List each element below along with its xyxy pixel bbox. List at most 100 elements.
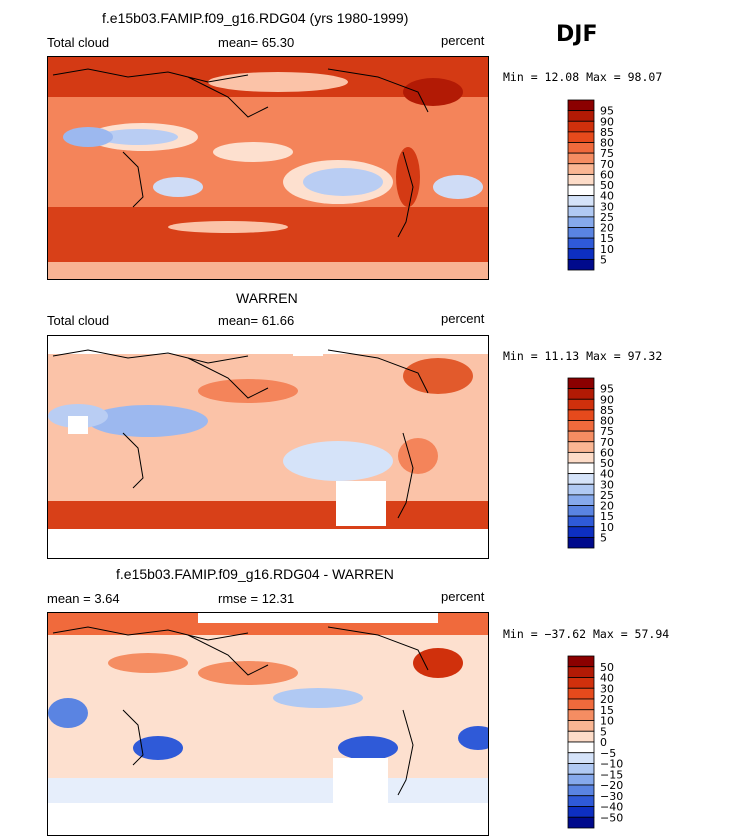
colorbar-swatch: [567, 184, 595, 197]
colorbar-swatch: [567, 420, 595, 432]
panel-1-units: percent: [441, 33, 485, 48]
colorbar-tick-label: 25: [600, 489, 614, 502]
colorbar-tick-label: 20: [600, 222, 614, 235]
colorbar-swatch: [567, 409, 595, 421]
colorbar-swatch: [567, 388, 595, 400]
colorbar-tick-label: −20: [600, 779, 623, 792]
colorbar-swatch: [567, 441, 595, 453]
colorbar-tick-label: 30: [600, 478, 614, 491]
colorbar-swatch: [567, 131, 595, 143]
colorbar-tick-label: −40: [600, 801, 623, 814]
colorbar-swatch: [567, 483, 595, 496]
colorbar-tick-label: −10: [600, 758, 623, 771]
colorbar-swatch: [567, 120, 595, 133]
colorbar-swatch: [567, 752, 595, 764]
colorbar-tick-label: 40: [600, 190, 614, 203]
colorbar-swatch: [567, 763, 595, 775]
colorbar-swatch: [567, 720, 595, 732]
colorbar-tick-label: 10: [600, 243, 614, 256]
panel-2-minmax: Min = 11.13 Max = 97.32: [503, 349, 663, 363]
colorbar-swatch: [567, 773, 595, 786]
colorbar-swatch: [567, 377, 595, 390]
colorbar-swatch: [567, 730, 595, 743]
colorbar-swatch: [567, 216, 595, 228]
colorbar-tick-label: 75: [600, 147, 614, 160]
colorbar-tick-label: 60: [600, 446, 614, 459]
panel-2-left-label: Total cloud: [47, 313, 110, 328]
colorbar-swatch: [567, 536, 595, 549]
colorbar-tick-label: 85: [600, 126, 614, 139]
colorbar-swatch: [567, 741, 595, 754]
colorbar-tick-label: 40: [600, 672, 614, 685]
colorbar-swatch: [567, 248, 595, 260]
colorbar-swatch: [567, 195, 595, 207]
colorbar-tick-label: 90: [600, 393, 614, 406]
colorbar-swatch: [567, 142, 595, 154]
panel-1-colorbar: 95 90 85 80 75 70 60 50 40 30 25 20 15 10 5: [567, 99, 628, 273]
colorbar-swatch: [567, 698, 595, 711]
colorbar-swatch: [567, 173, 595, 186]
colorbar-swatch: [567, 430, 595, 443]
panel-2-title: WARREN: [236, 290, 298, 306]
colorbar-swatch: [567, 515, 595, 528]
colorbar-swatch: [567, 806, 595, 818]
panel-1-map-field: [48, 57, 488, 279]
colorbar-swatch: [567, 666, 595, 678]
colorbar-swatch: [567, 237, 595, 250]
colorbar-tick-label: 20: [600, 500, 614, 513]
colorbar-tick-label: 30: [600, 200, 614, 213]
colorbar-tick-label: 70: [600, 158, 614, 171]
panel-1-mean: mean= 65.30: [218, 35, 295, 50]
colorbar-tick-label: 15: [600, 704, 614, 717]
panel-3-left-label: mean = 3.64: [47, 591, 120, 606]
colorbar-tick-label: −50: [600, 811, 623, 824]
season-label: DJF: [556, 22, 598, 47]
panel-3-title: f.e15b03.FAMIP.f09_g16.RDG04 - WARREN: [116, 566, 394, 582]
panel-3-map-field: [48, 613, 488, 835]
panel-1-title: f.e15b03.FAMIP.f09_g16.RDG04 (yrs 1980-1…: [102, 10, 409, 26]
panel-2-colorbar: 95 90 85 80 75 70 60 50 40 30 25 20 15 10 5: [567, 377, 628, 551]
colorbar-swatch: [567, 494, 595, 506]
colorbar-swatch: [567, 687, 595, 700]
colorbar-tick-label: 70: [600, 436, 614, 449]
colorbar-swatch: [567, 462, 595, 475]
colorbar-tick-label: 80: [600, 137, 614, 150]
colorbar-tick-label: 5: [600, 531, 607, 544]
colorbar-swatch: [567, 677, 595, 689]
colorbar-swatch: [567, 526, 595, 538]
panel-3-units: percent: [441, 589, 485, 604]
colorbar-tick-label: 50: [600, 661, 614, 674]
colorbar-swatch: [567, 398, 595, 411]
colorbar-tick-label: 25: [600, 211, 614, 224]
panel-2-units: percent: [441, 311, 485, 326]
colorbar-tick-label: 95: [600, 105, 614, 118]
colorbar-swatch: [567, 655, 595, 668]
colorbar-tick-label: 95: [600, 383, 614, 396]
colorbar-swatch: [567, 227, 595, 239]
colorbar-tick-label: 40: [600, 468, 614, 481]
panel-2-map-field: [48, 336, 488, 558]
colorbar-tick-label: −30: [600, 790, 623, 803]
panel-3-colorbar: 50 40 30 20 15 10 5 0 −5 −10 −15 −20 −30 −40 −50: [567, 655, 628, 831]
colorbar-tick-label: 0: [600, 736, 607, 749]
colorbar-swatch: [567, 205, 595, 218]
colorbar-tick-label: 50: [600, 457, 614, 470]
colorbar-tick-label: 5: [600, 725, 607, 738]
colorbar-tick-label: −15: [600, 768, 623, 781]
colorbar-tick-label: 80: [600, 415, 614, 428]
colorbar-swatch: [567, 784, 595, 797]
colorbar-swatch: [567, 110, 595, 122]
colorbar-tick-label: 15: [600, 232, 614, 245]
colorbar-swatch: [567, 451, 595, 464]
colorbar-tick-label: 5: [600, 253, 607, 266]
colorbar-swatch: [567, 258, 595, 271]
colorbar-tick-label: 60: [600, 168, 614, 181]
colorbar-swatch: [567, 795, 595, 807]
panel-1-map: [47, 56, 489, 280]
colorbar-tick-label: 15: [600, 510, 614, 523]
panel-1-minmax: Min = 12.08 Max = 98.07: [503, 70, 663, 84]
colorbar-swatch: [567, 99, 595, 112]
